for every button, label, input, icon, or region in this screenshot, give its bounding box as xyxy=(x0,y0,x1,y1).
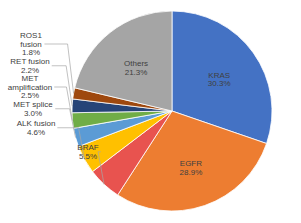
value-label: 2.2% xyxy=(21,66,39,75)
data-label: Others21.3% xyxy=(124,59,148,77)
value-label: 3.0% xyxy=(24,109,42,118)
data-label: ROS1fusion1.8% xyxy=(20,31,42,57)
leader-line xyxy=(98,152,104,185)
data-label: BRAF5.5% xyxy=(77,143,98,161)
data-label: EGFR28.9% xyxy=(180,159,203,177)
value-label: 2.5% xyxy=(21,91,39,100)
value-label: 21.3% xyxy=(125,68,148,77)
data-label: METamplification2.5% xyxy=(8,74,52,100)
slice xyxy=(75,11,172,111)
data-label: ALK fusion4.6% xyxy=(17,119,56,137)
category-label: ROS1fusion xyxy=(20,31,42,49)
data-label: KRAS30.3% xyxy=(208,71,231,89)
slice xyxy=(72,111,172,128)
chart: KRAS30.3% EGFR28.9% BRAF5.5% ALK fusion4.6%… xyxy=(0,0,301,223)
labels: KRAS30.3% EGFR28.9% BRAF5.5% ALK fusion4.6%… xyxy=(8,31,231,184)
value-label: 4.6% xyxy=(27,128,45,137)
leader-line xyxy=(54,87,72,121)
data-label: MET splice3.0% xyxy=(13,100,53,118)
data-label: RET fusion2.2% xyxy=(10,57,49,75)
category-label: METamplification xyxy=(8,74,52,92)
value-label: 30.3% xyxy=(208,79,231,88)
value-label: 1.8% xyxy=(22,48,40,57)
pie xyxy=(72,11,272,211)
value-label: 28.9% xyxy=(180,168,203,177)
value-label: 5.5% xyxy=(79,152,97,161)
leader-line xyxy=(55,109,75,138)
